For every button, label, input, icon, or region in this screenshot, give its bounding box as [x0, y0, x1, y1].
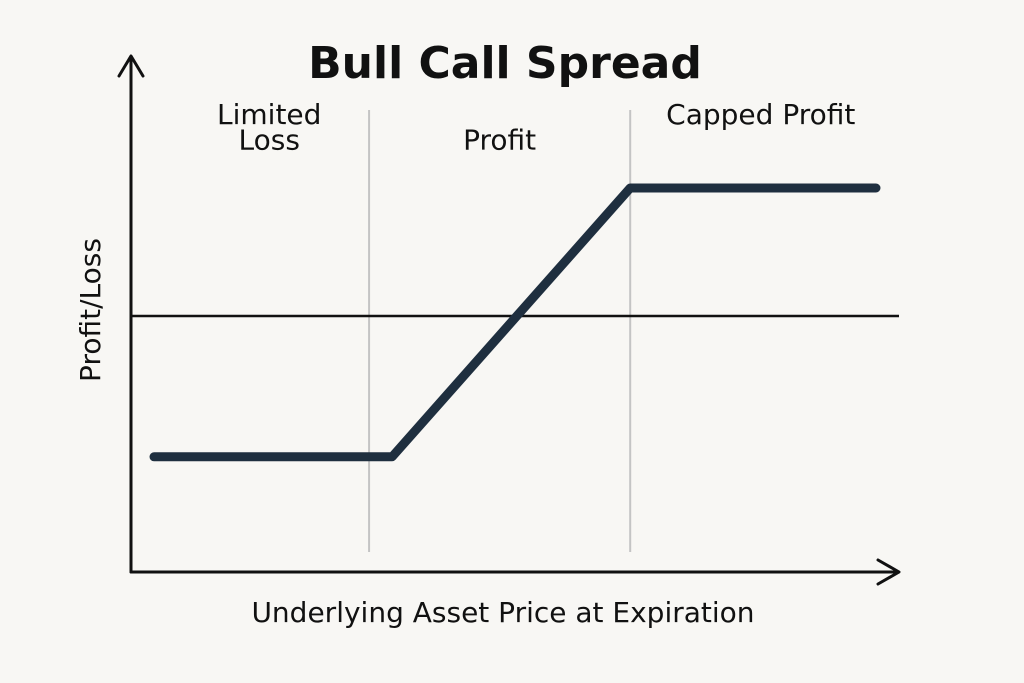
- region-label-2-line-1: Profit: [463, 124, 536, 157]
- chart-title: Bull Call Spread: [308, 38, 702, 89]
- region-label-1-line-2: Loss: [239, 124, 300, 157]
- payoff-series: [149, 183, 881, 462]
- region-label-3-line-1: Capped Profit: [666, 98, 855, 131]
- x-axis-arrow: [876, 558, 901, 586]
- region-label-1-line-1: Limited: [217, 98, 321, 131]
- y-axis-arrow: [117, 54, 145, 78]
- x-axis-label: Underlying Asset Price at Expiration: [251, 596, 754, 629]
- payoff-line-1: [149, 183, 881, 462]
- y-axis-label: Profit/Loss: [74, 238, 107, 382]
